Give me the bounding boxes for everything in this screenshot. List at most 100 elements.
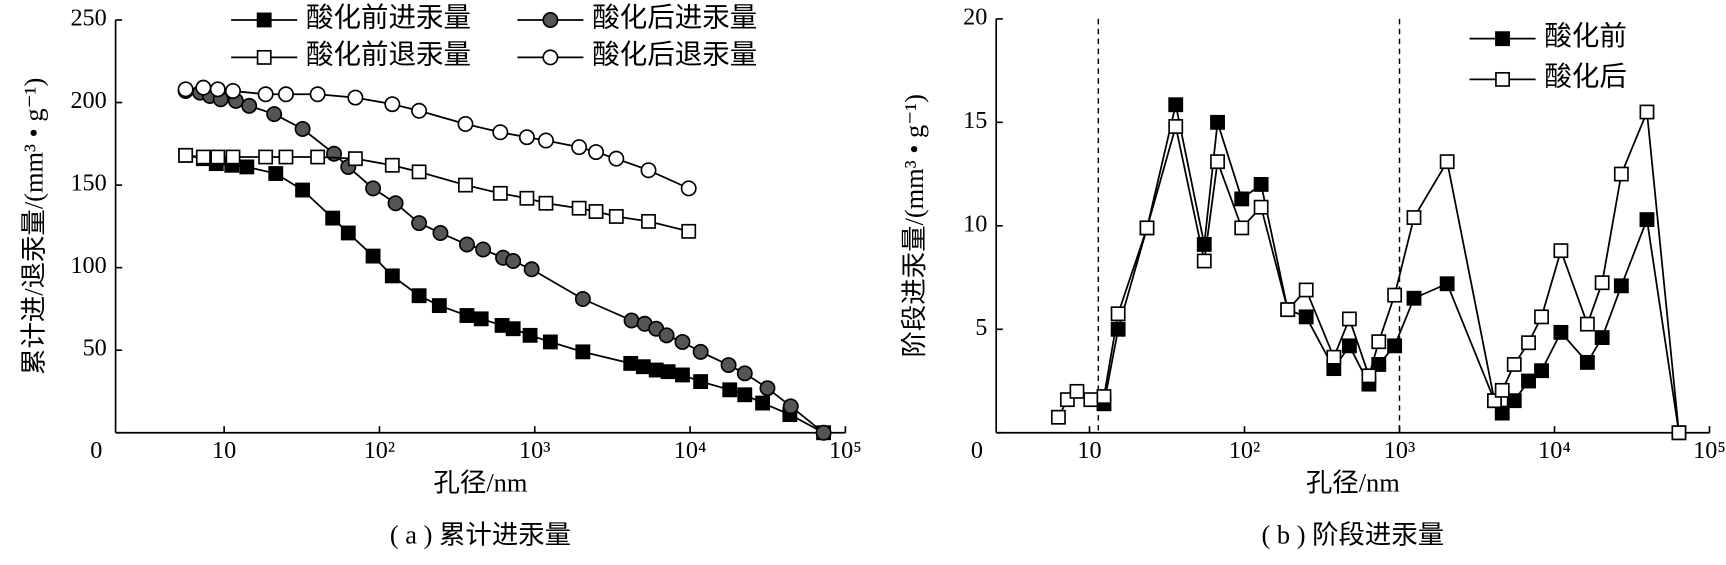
legend-label: 酸化后进汞量: [592, 1, 757, 32]
marker: [340, 225, 356, 241]
marker: [387, 195, 404, 212]
marker: [635, 359, 651, 375]
marker: [1096, 389, 1112, 404]
y-tick-label: 250: [70, 5, 106, 32]
x-tick-label: 10: [212, 437, 236, 464]
marker: [1253, 199, 1269, 215]
marker: [658, 327, 675, 344]
marker: [519, 190, 535, 206]
y-tick-label: 20: [963, 3, 987, 30]
legend-marker: [1495, 71, 1510, 87]
marker: [309, 86, 326, 103]
marker: [411, 288, 427, 304]
legend-marker: [542, 49, 559, 66]
marker: [257, 86, 274, 103]
marker: [1521, 335, 1536, 351]
marker: [1069, 383, 1085, 399]
x-tick-label: 10³: [519, 437, 550, 464]
marker: [1234, 191, 1250, 207]
marker: [384, 96, 401, 113]
marker: [458, 177, 473, 193]
marker: [1210, 154, 1225, 170]
caption: ( a ) 累计进汞量: [390, 519, 571, 549]
marker: [268, 166, 284, 181]
marker: [411, 102, 428, 119]
marker: [1579, 354, 1595, 370]
y-tick-label: 200: [70, 87, 106, 114]
marker: [1521, 373, 1536, 389]
marker: [1406, 290, 1422, 306]
marker: [241, 97, 258, 114]
marker: [473, 311, 489, 327]
marker: [310, 149, 326, 165]
marker: [1553, 324, 1569, 340]
y-axis-label: 阶段进汞量/(mm³ • g⁻¹): [899, 94, 929, 357]
marker: [1253, 176, 1269, 192]
marker: [1406, 210, 1422, 225]
marker: [277, 86, 294, 103]
marker: [431, 298, 447, 314]
marker: [1387, 338, 1403, 354]
x-tick-label: 10²: [364, 437, 395, 464]
marker: [1298, 282, 1314, 298]
marker: [759, 380, 776, 397]
marker: [347, 89, 364, 106]
marker: [1139, 220, 1155, 236]
marker: [1110, 321, 1126, 337]
marker: [325, 210, 341, 226]
marker: [575, 344, 591, 360]
marker: [1494, 405, 1510, 421]
marker: [295, 182, 311, 198]
marker: [177, 81, 194, 98]
marker: [720, 357, 737, 374]
x-tick-label: 10⁴: [1538, 437, 1571, 464]
y-tick-label: 5: [975, 314, 987, 341]
marker: [1326, 349, 1342, 365]
marker: [1494, 382, 1510, 398]
marker: [1168, 97, 1184, 113]
marker: [1506, 393, 1522, 409]
y-tick-label: 50: [83, 335, 107, 362]
y-tick-label: 0: [90, 437, 102, 464]
marker: [1594, 330, 1610, 345]
marker: [680, 180, 697, 197]
marker: [475, 241, 492, 258]
marker: [522, 327, 538, 343]
marker: [1234, 220, 1250, 236]
y-axis-label: 累计进/退汞量/(mm³ • g⁻¹): [18, 78, 48, 375]
marker: [278, 149, 294, 165]
marker: [1083, 392, 1099, 408]
marker: [523, 261, 540, 278]
marker: [588, 144, 605, 161]
marker: [209, 81, 226, 98]
marker: [224, 82, 241, 99]
y-tick-label: 15: [963, 107, 987, 134]
marker: [1298, 309, 1314, 325]
marker: [1639, 104, 1655, 120]
marker: [195, 79, 212, 96]
marker: [210, 149, 226, 165]
marker: [681, 223, 697, 239]
marker: [1671, 425, 1687, 441]
marker: [459, 308, 475, 323]
marker: [660, 364, 676, 380]
marker: [1439, 276, 1455, 292]
marker: [1050, 409, 1066, 425]
marker: [538, 195, 554, 211]
marker: [239, 159, 255, 175]
marker: [1439, 154, 1455, 170]
marker: [432, 224, 449, 241]
marker: [722, 382, 738, 398]
marker: [1196, 253, 1212, 269]
x-tick-label: 10³: [1384, 437, 1415, 464]
legend-label: 酸化前进汞量: [306, 1, 471, 32]
marker: [1341, 311, 1357, 327]
marker: [411, 164, 427, 180]
marker: [623, 355, 639, 371]
marker: [458, 236, 475, 253]
x-axis-label: 孔径/nm: [1306, 468, 1400, 498]
marker: [505, 321, 521, 337]
marker: [736, 365, 753, 382]
series-line: [1057, 111, 1680, 433]
